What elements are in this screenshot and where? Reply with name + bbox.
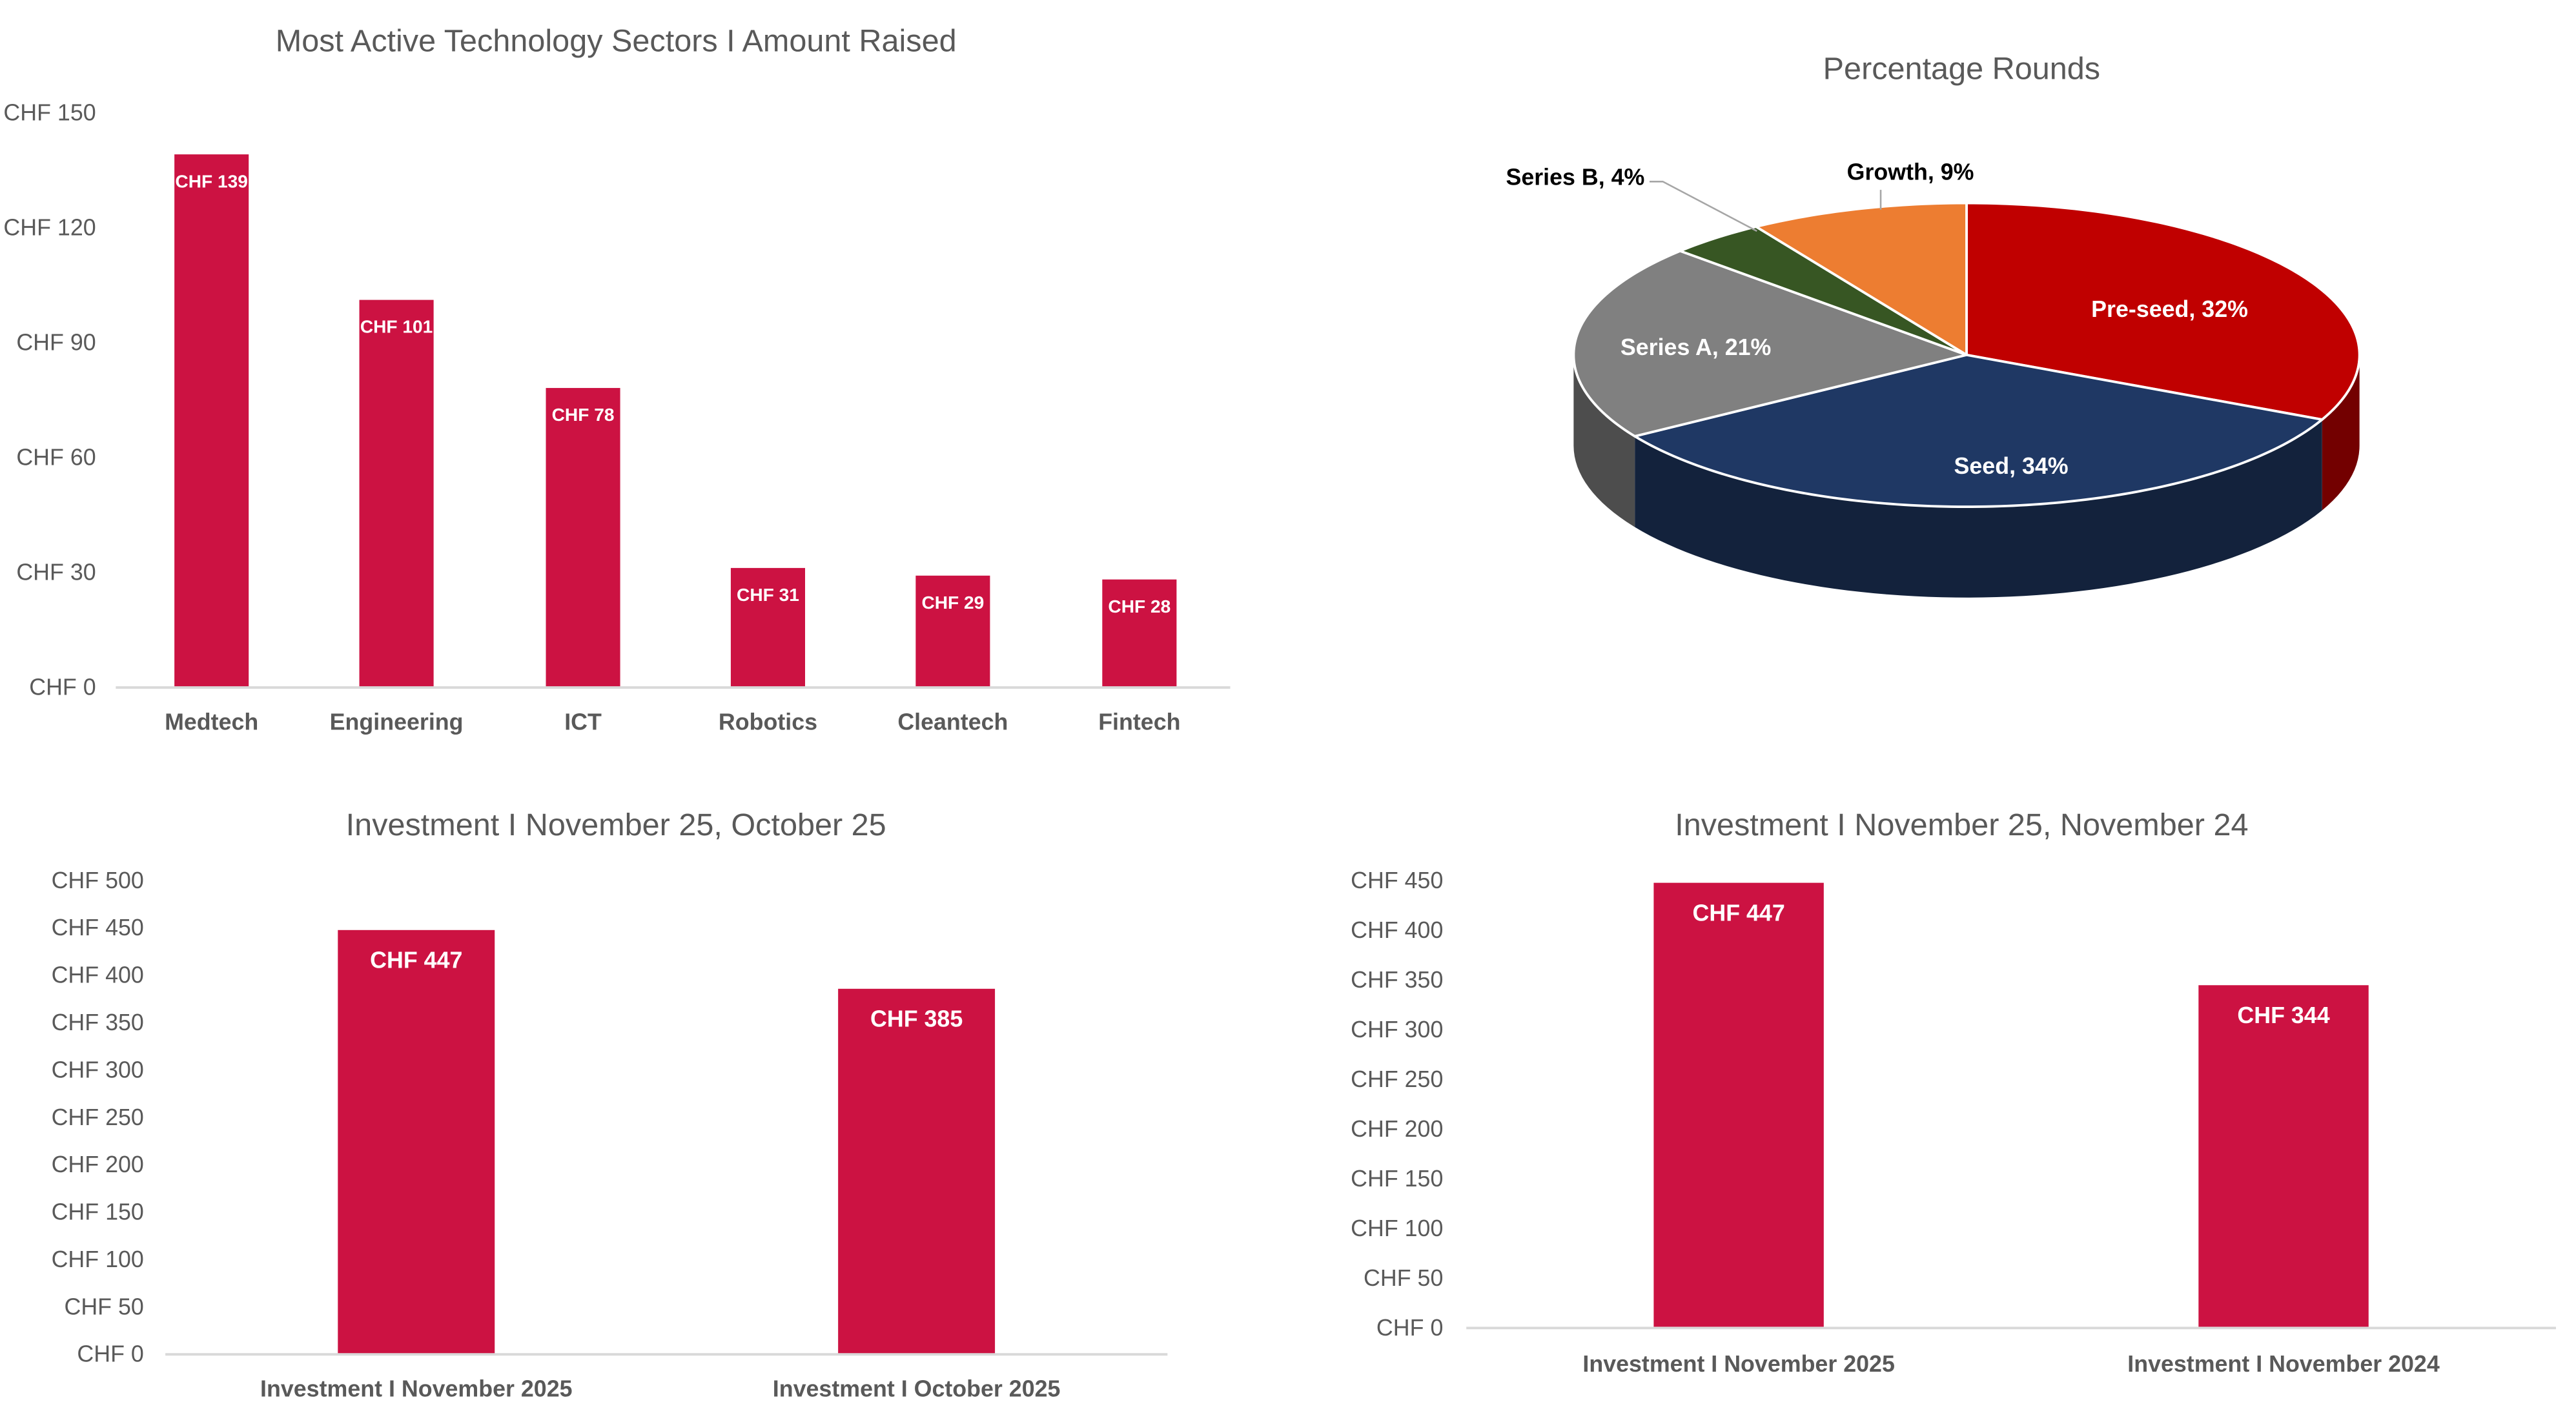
pie-slice (1633, 353, 2324, 508)
bar-data-label: CHF 447 (1693, 900, 1785, 926)
bar (546, 388, 620, 687)
pie-slice-side (2322, 354, 2360, 511)
y-tick-label: CHF 300 (1351, 1017, 1443, 1042)
y-tick-label: CHF 50 (64, 1294, 143, 1319)
y-tick-label: CHF 120 (3, 215, 96, 241)
y-tick-label: CHF 450 (52, 915, 144, 940)
x-category-label: Investment I November 2024 (2127, 1351, 2440, 1377)
y-tick-label: CHF 450 (1351, 868, 1443, 893)
pie-slice (1679, 225, 1968, 356)
bar-data-label: CHF 385 (870, 1006, 963, 1032)
bar (174, 154, 249, 687)
bar-data-label: CHF 29 (921, 593, 984, 613)
pie-data-label: Series A, 21% (1620, 334, 1771, 360)
bar-chart-3: Investment I November 25, November 24 CHF… (1351, 808, 2556, 1377)
pie-data-label: Seed, 34% (1954, 453, 2069, 479)
y-tick-label: CHF 200 (52, 1152, 144, 1177)
bar (1102, 579, 1177, 687)
y-tick-label: CHF 150 (3, 100, 96, 126)
x-category-label: Robotics (719, 709, 817, 735)
pie-data-label: Pre-seed, 32% (2091, 296, 2248, 322)
bar-chart-2: Investment I November 25, October 25 CHF … (52, 808, 1168, 1401)
bar-data-label: CHF 447 (370, 948, 462, 973)
bar (730, 567, 806, 687)
leader-line (1650, 181, 1757, 232)
bar-data-label: CHF 101 (360, 317, 433, 337)
bar-data-label: CHF 139 (175, 171, 247, 191)
bar-chart-0: Most Active Technology Sectors I Amount … (3, 23, 1231, 735)
pie-slice-side (1635, 419, 2322, 598)
y-tick-label: CHF 250 (1351, 1066, 1443, 1092)
y-tick-label: CHF 350 (1351, 967, 1443, 993)
pie-slice (1965, 201, 2361, 421)
y-tick-label: CHF 350 (52, 1010, 144, 1035)
bar (1653, 882, 1824, 1328)
y-tick-label: CHF 400 (1351, 917, 1443, 943)
y-tick-label: CHF 90 (16, 330, 96, 356)
chart-title: Investment I November 25, October 25 (346, 808, 886, 842)
bar (915, 575, 990, 687)
pie-slice (1572, 249, 1968, 438)
y-tick-label: CHF 100 (1351, 1215, 1443, 1241)
pie-chart: Percentage Rounds Pre-seed, 32% Seed, 34% S… (1506, 52, 2361, 598)
bar-data-label: CHF 78 (552, 405, 615, 425)
pie-data-label: Growth, 9% (1847, 159, 1974, 185)
chart-title: Percentage Rounds (1823, 52, 2100, 86)
x-category-label: ICT (564, 709, 602, 735)
chart-title: Most Active Technology Sectors I Amount … (276, 23, 957, 58)
y-tick-label: CHF 200 (1351, 1116, 1443, 1142)
y-tick-label: CHF 400 (52, 962, 144, 988)
x-category-label: Investment I November 2025 (1582, 1351, 1894, 1377)
y-tick-label: CHF 0 (1376, 1315, 1443, 1341)
bar (359, 300, 434, 687)
y-tick-label: CHF 50 (1364, 1265, 1443, 1291)
y-tick-label: CHF 150 (1351, 1166, 1443, 1192)
chart-title: Investment I November 25, November 24 (1675, 808, 2248, 842)
y-tick-label: CHF 100 (52, 1246, 144, 1272)
bar (838, 988, 996, 1354)
x-category-label: Investment I October 2025 (773, 1376, 1061, 1401)
y-tick-label: CHF 150 (52, 1199, 144, 1225)
y-tick-label: CHF 60 (16, 445, 96, 471)
y-tick-label: CHF 0 (29, 675, 96, 700)
bar-data-label: CHF 344 (2237, 1002, 2329, 1028)
bar (2198, 985, 2369, 1328)
y-tick-label: CHF 250 (52, 1104, 144, 1130)
x-category-label: Cleantech (897, 709, 1008, 735)
bar-data-label: CHF 31 (737, 585, 799, 605)
y-tick-label: CHF 300 (52, 1057, 144, 1083)
bar-data-label: CHF 28 (1108, 596, 1170, 616)
pie-slice (1754, 201, 1968, 356)
x-category-label: Fintech (1098, 709, 1180, 735)
y-tick-label: CHF 500 (52, 868, 144, 893)
x-category-label: Medtech (165, 709, 258, 735)
x-category-label: Engineering (330, 709, 464, 735)
y-tick-label: CHF 0 (77, 1341, 143, 1367)
x-category-label: Investment I November 2025 (260, 1376, 572, 1401)
pie-data-label: Series B, 4% (1506, 164, 1644, 190)
y-tick-label: CHF 30 (16, 560, 96, 585)
bar (338, 930, 495, 1354)
